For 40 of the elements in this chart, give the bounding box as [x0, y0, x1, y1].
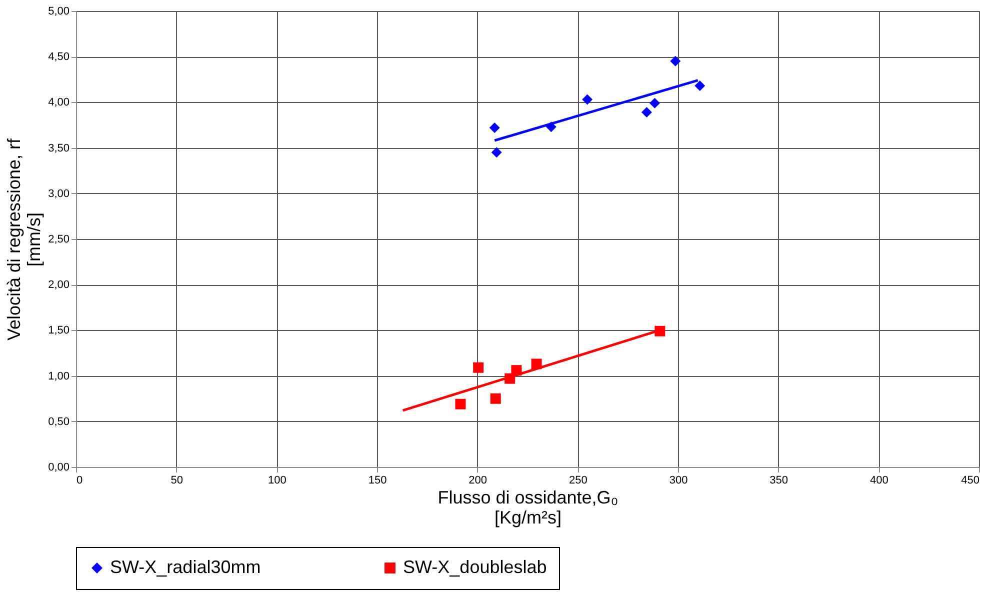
x-tick-label: 450 [961, 474, 980, 486]
y-tick-label: 4,50 [48, 51, 70, 64]
point [455, 398, 466, 410]
x-axis-title: Flusso di ossidante,G₀ [Kg/m²s] [438, 488, 618, 528]
x-tick-label: 50 [170, 474, 183, 486]
x-tick-label: 150 [368, 474, 387, 486]
x-tick-label: 300 [669, 474, 688, 486]
y-tick-label: 2,50 [48, 234, 70, 246]
point [504, 373, 516, 384]
y-tick-label: 3,50 [48, 142, 70, 154]
y-axis-title: Velocità di regressione, rf [mm/s] [4, 137, 44, 341]
point [582, 94, 593, 105]
y-tick-label: 1,50 [48, 324, 70, 337]
y-tick-label: 0,50 [48, 416, 70, 428]
x-tick-label: 400 [870, 474, 888, 486]
point [473, 362, 484, 373]
legend-label: SW-X_radial30mm [110, 557, 261, 577]
x-tick-label: 350 [770, 474, 788, 486]
y-tick-label: 0,00 [48, 462, 70, 474]
point [491, 147, 502, 158]
y-tick-label: 1,00 [48, 370, 70, 382]
y-tick-label: 3,00 [48, 188, 70, 200]
point [654, 326, 666, 336]
y-tick-label: 4,00 [48, 96, 70, 109]
x-tick-label: 200 [468, 474, 488, 486]
legend-label: SW-X_doubleslab [403, 557, 547, 577]
point [641, 106, 652, 118]
point [531, 358, 542, 370]
x-tick-label: 0 [76, 474, 83, 486]
point [511, 365, 522, 376]
point [694, 80, 706, 92]
point [546, 122, 556, 132]
point [490, 393, 501, 404]
point [670, 56, 681, 66]
point [649, 98, 660, 108]
point [489, 122, 500, 133]
y-tick-label: 2,00 [48, 279, 70, 292]
x-tick-label: 100 [268, 474, 286, 486]
x-tick-label: 250 [568, 474, 588, 486]
y-tick-label: 5,00 [48, 6, 70, 18]
